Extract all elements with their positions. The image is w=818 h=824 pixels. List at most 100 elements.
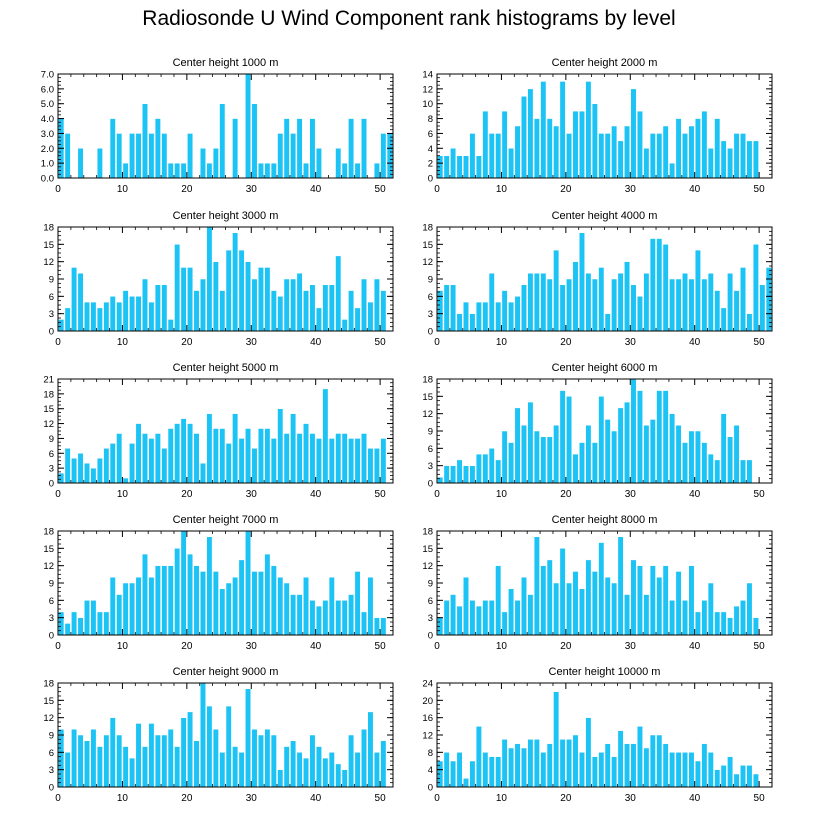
y-tick-label: 12 [43, 257, 54, 268]
bar [714, 459, 721, 484]
x-tick-label: 40 [689, 641, 701, 652]
bar [290, 594, 297, 636]
bar [264, 267, 271, 332]
bar [585, 424, 592, 484]
bar [649, 419, 656, 484]
bar [456, 155, 463, 179]
bar [694, 430, 701, 484]
bar [752, 140, 759, 179]
bar [469, 760, 476, 788]
bar [90, 728, 97, 788]
bar [469, 313, 476, 332]
bar [469, 133, 476, 179]
x-tick-label: 0 [434, 489, 440, 500]
bar [630, 88, 637, 179]
bar [367, 301, 374, 332]
panel-9: Center height 9000 m 0 10 20 30 40 50 0 3 6 9 12 15 1… [43, 666, 394, 804]
bar [96, 148, 103, 179]
bar [740, 267, 746, 332]
bar [199, 148, 206, 179]
bar [643, 594, 650, 636]
bar [129, 443, 136, 484]
bar [277, 296, 284, 332]
y-tick-label: 0 [428, 174, 433, 185]
bar [367, 576, 374, 636]
x-tick-label: 20 [181, 489, 193, 500]
bar [488, 272, 495, 332]
bar [578, 752, 585, 788]
x-tick-label: 30 [625, 489, 637, 500]
x-tick-label: 50 [375, 337, 387, 348]
bar [212, 728, 219, 788]
x-tick-label: 10 [117, 184, 129, 195]
y-tick-label: 3 [49, 613, 54, 624]
bar [380, 438, 387, 484]
bar [501, 290, 508, 332]
bar [482, 110, 489, 179]
bar [64, 307, 71, 332]
bar [566, 582, 573, 636]
x-tick-label: 50 [375, 184, 387, 195]
bar [232, 118, 239, 179]
bar [746, 459, 753, 484]
bar [84, 600, 90, 636]
bar [720, 413, 727, 484]
bar [283, 278, 290, 332]
bar [624, 743, 631, 788]
bar [675, 752, 682, 788]
bar [380, 290, 387, 332]
bar [611, 278, 618, 332]
x-tick-label: 50 [754, 184, 766, 195]
y-tick-label: 4.0 [41, 114, 54, 125]
bar [251, 103, 258, 179]
bar [232, 413, 239, 484]
bar [328, 752, 335, 788]
x-tick-label: 0 [55, 337, 61, 348]
bar [270, 565, 277, 636]
bar [720, 765, 727, 788]
bar [540, 565, 547, 636]
bar [604, 743, 611, 788]
bar [232, 232, 239, 332]
bar [572, 571, 579, 636]
panel-title: Center height 8000 m [552, 514, 658, 526]
bar [546, 118, 553, 179]
x-tick-label: 20 [560, 793, 572, 804]
x-tick-label: 10 [117, 489, 129, 500]
panel-8: Center height 8000 m 0 10 20 30 40 50 0 3 6 9 12 15 1… [422, 514, 773, 652]
bar [348, 594, 355, 636]
bar [270, 438, 277, 484]
x-tick-label: 40 [689, 793, 701, 804]
y-tick-label: 6 [49, 292, 54, 303]
bar [694, 118, 701, 179]
bar [669, 600, 676, 636]
panel-title: Center height 4000 m [552, 210, 658, 222]
y-tick-label: 2.0 [41, 144, 54, 155]
bar [219, 290, 226, 332]
bar [315, 307, 322, 332]
x-tick-label: 20 [560, 641, 572, 652]
x-tick-label: 40 [310, 641, 322, 652]
bar [142, 746, 148, 788]
panel-5: Center height 5000 m 0 10 20 30 40 50 0 3 6 9 12 15 1… [43, 362, 394, 500]
bar [193, 290, 200, 332]
bar [598, 267, 605, 332]
x-tick-label: 30 [246, 337, 258, 348]
bar [450, 465, 457, 484]
bar [617, 272, 624, 332]
bar [245, 261, 252, 332]
bar [174, 162, 181, 179]
bar [636, 296, 643, 332]
bar [296, 752, 303, 788]
bar [656, 238, 663, 332]
y-tick-label: 15 [422, 240, 433, 251]
bar [636, 390, 643, 484]
bar [733, 133, 740, 179]
bar [257, 428, 264, 484]
bar [662, 565, 669, 636]
bar [148, 301, 155, 332]
panel-title: Center height 7000 m [173, 514, 279, 526]
bar [740, 600, 746, 636]
x-tick-label: 10 [496, 489, 508, 500]
y-tick-label: 16 [422, 713, 433, 724]
